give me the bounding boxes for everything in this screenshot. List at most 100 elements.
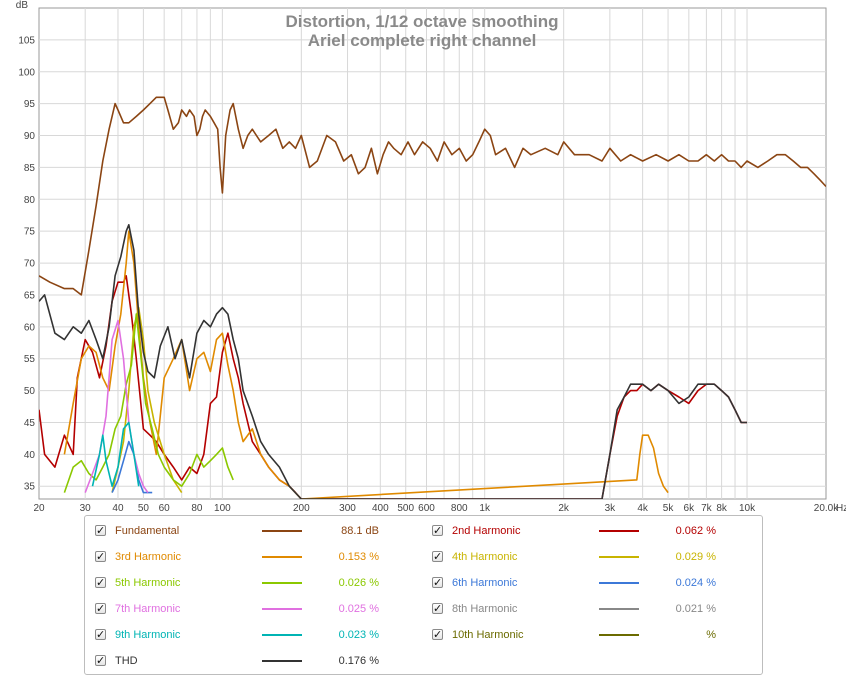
distortion-chart: 35 40 45 50 55 60 65 70 75 80 85 90 95 100 105 20 30 40 50… <box>16 0 846 514</box>
legend-item-3rd-harmonic: 3rd Harmonic 0.153 % <box>85 547 415 567</box>
x-tick-label-600: 600 <box>418 503 435 514</box>
y-tick-label-95: 95 <box>24 99 36 110</box>
legend-swatch-7th-harmonic <box>262 608 302 610</box>
legend-label-9th-harmonic: 9th Harmonic <box>115 629 181 641</box>
legend-checkbox-5th-harmonic[interactable] <box>95 573 106 593</box>
y-tick-label-70: 70 <box>24 259 36 270</box>
y-tick-label-65: 65 <box>24 290 36 301</box>
x-tick-label-20: 20 <box>33 503 45 514</box>
legend-item-6th-harmonic: 6th Harmonic 0.024 % <box>422 573 752 593</box>
legend-checkbox-4th-harmonic[interactable] <box>432 547 443 567</box>
legend-item-thd: THD 0.176 % <box>85 651 415 671</box>
legend-label-4th-harmonic: 4th Harmonic <box>452 551 518 563</box>
legend-value-4th-harmonic: 0.029 % <box>675 551 716 563</box>
chart-title: Distortion, 1/12 octave smoothing <box>286 12 559 31</box>
legend-label-3rd-harmonic: 3rd Harmonic <box>115 551 182 563</box>
legend-checkbox-6th-harmonic[interactable] <box>432 573 443 593</box>
x-tick-label-80: 80 <box>191 503 203 514</box>
x-tick-label-20.0k: 20.0k <box>814 503 839 514</box>
x-axis-unit-label: Hz <box>836 503 846 514</box>
x-tick-label-30: 30 <box>80 503 92 514</box>
legend-item-8th-harmonic: 8th Harmonic 0.021 % <box>422 599 752 619</box>
legend-value-5th-harmonic: 0.026 % <box>338 577 379 589</box>
legend-value-9th-harmonic: 0.023 % <box>338 629 379 641</box>
legend-value-10th-harmonic: % <box>706 629 716 641</box>
y-tick-label-40: 40 <box>24 450 36 461</box>
legend-value-thd: 0.176 % <box>338 655 379 667</box>
legend-swatch-6th-harmonic <box>599 582 639 584</box>
legend-label-5th-harmonic: 5th Harmonic <box>115 577 181 589</box>
legend-label-7th-harmonic: 7th Harmonic <box>115 603 181 615</box>
legend-item-fundamental: Fundamental 88.1 dB <box>85 521 415 541</box>
y-tick-label-50: 50 <box>24 386 36 397</box>
series-line-3rd-harmonic <box>63 230 669 499</box>
x-tick-label-10k: 10k <box>739 503 756 514</box>
y-tick-label-85: 85 <box>24 163 36 174</box>
y-tick-label-60: 60 <box>24 322 36 333</box>
y-tick-label-105: 105 <box>18 35 35 46</box>
legend-checkbox-10th-harmonic[interactable] <box>432 625 443 645</box>
legend-panel: Fundamental 88.1 dB 2nd Harmonic 0.062 % 3rd… <box>84 515 763 675</box>
legend-checkbox-3rd-harmonic[interactable] <box>95 547 106 567</box>
legend-item-9th-harmonic: 9th Harmonic 0.023 % <box>85 625 415 645</box>
x-tick-label-400: 400 <box>372 503 389 514</box>
legend-label-fundamental: Fundamental <box>115 525 180 537</box>
legend-label-8th-harmonic: 8th Harmonic <box>452 603 518 615</box>
legend-label-6th-harmonic: 6th Harmonic <box>452 577 518 589</box>
x-tick-label-2k: 2k <box>558 503 570 514</box>
legend-swatch-2nd-harmonic <box>599 530 639 532</box>
series-line-fundamental <box>39 96 826 296</box>
x-tick-label-60: 60 <box>159 503 171 514</box>
x-tick-label-40: 40 <box>112 503 124 514</box>
legend-swatch-5th-harmonic <box>262 582 302 584</box>
x-tick-label-1k: 1k <box>479 503 491 514</box>
legend-item-10th-harmonic: 10th Harmonic% <box>422 625 752 645</box>
legend-value-2nd-harmonic: 0.062 % <box>675 525 716 537</box>
x-tick-label-4k: 4k <box>637 503 649 514</box>
series-line-thd <box>39 224 747 499</box>
y-tick-label-80: 80 <box>24 195 36 206</box>
y-axis-label: dB <box>16 0 29 11</box>
series-line-5th-harmonic <box>63 313 234 493</box>
legend-checkbox-9th-harmonic[interactable] <box>95 625 106 645</box>
legend-value-8th-harmonic: 0.021 % <box>675 603 716 615</box>
x-tick-label-300: 300 <box>339 503 356 514</box>
x-tick-label-5k: 5k <box>663 503 675 514</box>
legend-item-2nd-harmonic: 2nd Harmonic 0.062 % <box>422 521 752 541</box>
legend-label-2nd-harmonic: 2nd Harmonic <box>452 525 521 537</box>
x-tick-label-6k: 6k <box>684 503 696 514</box>
y-tick-label-45: 45 <box>24 418 36 429</box>
legend-value-3rd-harmonic: 0.153 % <box>338 551 379 563</box>
x-tick-label-3k: 3k <box>605 503 617 514</box>
legend-checkbox-thd[interactable] <box>95 651 106 671</box>
plot-area <box>38 7 827 500</box>
series-line-4th-harmonic <box>111 306 183 494</box>
legend-value-fundamental: 88.1 dB <box>341 525 379 537</box>
legend-item-4th-harmonic: 4th Harmonic 0.029 % <box>422 547 752 567</box>
x-tick-label-8k: 8k <box>716 503 728 514</box>
x-tick-label-500: 500 <box>397 503 414 514</box>
legend-swatch-fundamental <box>262 530 302 532</box>
legend-label-10th-harmonic: 10th Harmonic <box>452 629 524 641</box>
legend-checkbox-8th-harmonic[interactable] <box>432 599 443 619</box>
legend-swatch-thd <box>262 660 302 662</box>
legend-item-5th-harmonic: 5th Harmonic 0.026 % <box>85 573 415 593</box>
chart-subtitle: Ariel complete right channel <box>308 31 537 50</box>
legend-checkbox-7th-harmonic[interactable] <box>95 599 106 619</box>
x-tick-label-50: 50 <box>138 503 150 514</box>
y-tick-label-35: 35 <box>24 482 36 493</box>
x-tick-label-800: 800 <box>451 503 468 514</box>
x-tick-label-200: 200 <box>293 503 310 514</box>
legend-checkbox-fundamental[interactable] <box>95 521 106 541</box>
y-tick-label-100: 100 <box>18 67 35 78</box>
legend-swatch-4th-harmonic <box>599 556 639 558</box>
legend-swatch-8th-harmonic <box>599 608 639 610</box>
legend-value-7th-harmonic: 0.025 % <box>338 603 379 615</box>
y-tick-label-90: 90 <box>24 131 36 142</box>
legend-item-7th-harmonic: 7th Harmonic 0.025 % <box>85 599 415 619</box>
y-tick-label-55: 55 <box>24 354 36 365</box>
legend-swatch-9th-harmonic <box>262 634 302 636</box>
legend-checkbox-2nd-harmonic[interactable] <box>432 521 443 541</box>
x-tick-label-100: 100 <box>214 503 231 514</box>
series-line-9th-harmonic <box>91 421 140 488</box>
